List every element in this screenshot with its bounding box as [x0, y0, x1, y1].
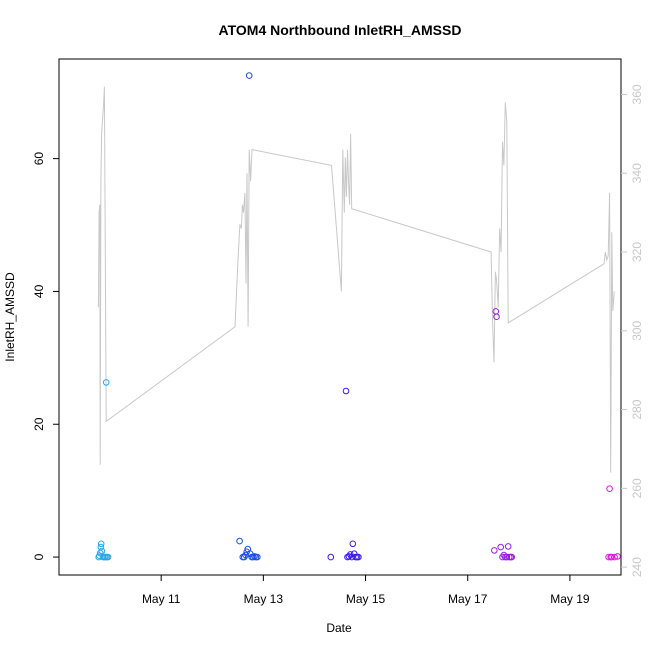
y-axis-label: InletRH_AMSSD [3, 272, 17, 362]
y-right-tick-label: 360 [630, 84, 644, 104]
y-left-tick-label: 0 [32, 553, 46, 560]
data-point [236, 537, 243, 545]
y-right-tick-label: 260 [630, 478, 644, 498]
data-point [242, 551, 249, 559]
data-point [508, 553, 516, 561]
y-left-tick-label: 60 [32, 152, 46, 166]
data-point [504, 543, 512, 550]
data-point [355, 553, 362, 561]
data-point [493, 313, 500, 321]
data-point [102, 379, 110, 386]
points-layer [95, 72, 621, 561]
chart-title: ATOM4 Northbound InletRH_AMSSD [219, 22, 462, 38]
y-left-tick-label: 20 [32, 417, 46, 431]
data-point [327, 553, 335, 561]
data-point [491, 547, 498, 554]
y-right-tick-label: 300 [630, 320, 644, 340]
y-left-axis: 0 20 40 60 [32, 152, 59, 560]
data-point [245, 72, 253, 79]
data-point [253, 553, 261, 561]
y-left-tick-label: 40 [32, 284, 46, 298]
data-point [503, 553, 511, 561]
data-point [497, 543, 505, 551]
y-right-tick-label: 340 [630, 163, 644, 183]
x-axis: May 11 May 13 May 15 May 17 May 19 [142, 575, 590, 606]
plot-frame [58, 58, 622, 576]
y-right-tick-label: 320 [630, 242, 644, 262]
data-point [606, 485, 613, 493]
y-right-tick-label: 280 [630, 399, 644, 419]
y-right-tick-label: 240 [630, 557, 644, 577]
x-tick-label: May 15 [346, 592, 386, 606]
data-point [97, 543, 105, 551]
data-point [492, 308, 500, 315]
x-tick-label: May 19 [550, 592, 590, 606]
data-point [97, 540, 105, 548]
x-axis-label: Date [326, 621, 352, 635]
x-tick-label: May 11 [142, 592, 181, 606]
x-tick-label: May 17 [448, 592, 488, 606]
line-series-layer [97, 86, 615, 473]
x-tick-label: May 13 [244, 592, 284, 606]
data-point [98, 547, 106, 555]
data-point [349, 540, 357, 548]
data-point [614, 553, 621, 560]
data-point [611, 553, 618, 561]
data-point [104, 553, 112, 561]
data-point [342, 387, 350, 395]
series-line-5 [97, 86, 615, 473]
y-right-axis: 240 260 280 300 320 340 360 [621, 84, 644, 577]
